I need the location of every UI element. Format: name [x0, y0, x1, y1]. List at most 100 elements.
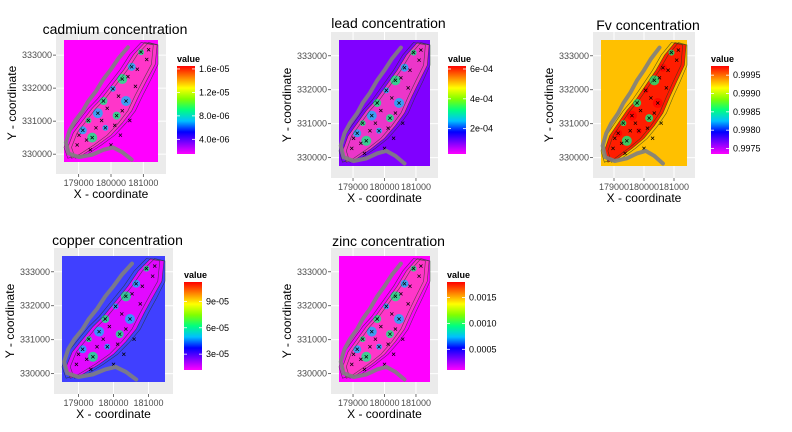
sample-point — [130, 291, 134, 296]
sample-point — [146, 47, 151, 52]
panel-title: Fv concentration — [596, 17, 700, 33]
sample-point — [373, 121, 378, 126]
x-tick-label: 181000 — [133, 398, 163, 408]
sample-point — [636, 128, 641, 133]
sample-point — [75, 143, 80, 147]
sample-point — [655, 101, 660, 105]
sample-point — [80, 128, 85, 133]
legend-label: 0.9990 — [733, 89, 761, 99]
sample-point — [76, 352, 81, 357]
legend-label: 9e-05 — [206, 296, 229, 306]
x-axis-title: X - coordinate — [347, 407, 422, 421]
sample-point — [391, 352, 396, 357]
sample-point — [91, 354, 95, 359]
contour-region — [67, 42, 158, 159]
sample-point — [659, 121, 664, 126]
sample-point — [116, 94, 121, 98]
sample-point — [105, 344, 110, 349]
legend-label: 0.0005 — [469, 344, 497, 354]
sample-point — [88, 147, 93, 152]
x-axis-title: X - coordinate — [76, 407, 151, 421]
x-axis-title: X - coordinate — [607, 191, 682, 205]
y-tick-label: 331000 — [297, 335, 327, 345]
sample-point — [129, 64, 134, 69]
sample-point — [94, 125, 98, 130]
legend-title: value — [711, 54, 734, 64]
sample-point — [127, 118, 132, 123]
legend-label: 2e-04 — [470, 124, 493, 134]
sample-point — [124, 99, 128, 103]
x-tick-label: 181000 — [128, 178, 158, 188]
sample-point — [400, 121, 405, 126]
contour-region — [342, 258, 430, 379]
sample-point — [113, 304, 118, 309]
sample-point — [84, 138, 89, 142]
sample-point — [86, 118, 91, 123]
sample-point — [101, 99, 106, 103]
sample-point — [388, 332, 392, 336]
sample-point — [95, 344, 99, 349]
sample-point — [368, 344, 372, 349]
sample-point — [402, 65, 407, 70]
sample-point — [112, 123, 117, 128]
sample-point — [119, 312, 124, 316]
sample-point — [674, 58, 679, 63]
legend-colorbar — [184, 282, 202, 370]
sample-point — [101, 337, 106, 342]
y-tick-label: 333000 — [20, 267, 50, 277]
sample-point — [120, 77, 125, 81]
sample-point — [389, 312, 394, 316]
sample-point — [368, 128, 372, 133]
sample-point — [635, 101, 639, 105]
sample-point — [397, 317, 401, 321]
x-tick-label: 180000 — [369, 182, 399, 192]
sample-point — [74, 362, 79, 367]
sample-point — [373, 337, 378, 342]
contour-region — [66, 258, 164, 379]
sample-point — [406, 302, 411, 306]
sample-point — [402, 281, 407, 286]
sample-point — [612, 136, 617, 141]
y-tick-label: 332000 — [297, 301, 327, 311]
sample-point — [386, 126, 390, 131]
sample-point — [135, 67, 140, 72]
sample-point — [379, 108, 383, 113]
sample-point — [649, 96, 653, 100]
sample-point — [138, 302, 143, 306]
sample-point — [375, 317, 380, 321]
sample-point — [377, 344, 381, 349]
y-tick-label: 330000 — [20, 369, 50, 379]
y-tick-label: 330000 — [559, 153, 589, 163]
y-axis-title: Y - coordinate — [280, 283, 294, 358]
sample-point — [417, 274, 421, 279]
sample-point — [386, 342, 390, 347]
x-tick-label: 180000 — [96, 178, 126, 188]
legend-label: 8.0e-06 — [199, 111, 230, 121]
sample-point — [97, 329, 101, 334]
y-tick-label: 333000 — [297, 267, 327, 277]
sample-point — [388, 116, 392, 120]
legend-label: 6e-04 — [470, 64, 493, 74]
sample-point — [643, 88, 648, 93]
sample-point — [144, 57, 149, 62]
sample-point — [417, 58, 421, 63]
legend-label: 1.2e-05 — [199, 87, 230, 97]
sample-point — [77, 133, 81, 138]
sample-point — [99, 118, 104, 123]
legend-label: 0.0010 — [469, 318, 497, 328]
sample-point — [408, 284, 412, 289]
sample-point — [647, 116, 652, 120]
sample-point — [384, 304, 389, 309]
sample-point — [120, 108, 125, 113]
sample-point — [133, 84, 138, 89]
sample-point — [619, 141, 624, 146]
sample-point — [124, 294, 128, 299]
sample-point — [419, 264, 423, 268]
legend-label: 0.9980 — [733, 125, 761, 135]
sample-point — [666, 68, 670, 73]
sample-point — [150, 274, 155, 279]
sample-point — [358, 357, 363, 362]
legend-title: value — [184, 270, 207, 280]
legend-title: value — [447, 270, 470, 280]
sample-point — [661, 65, 665, 70]
